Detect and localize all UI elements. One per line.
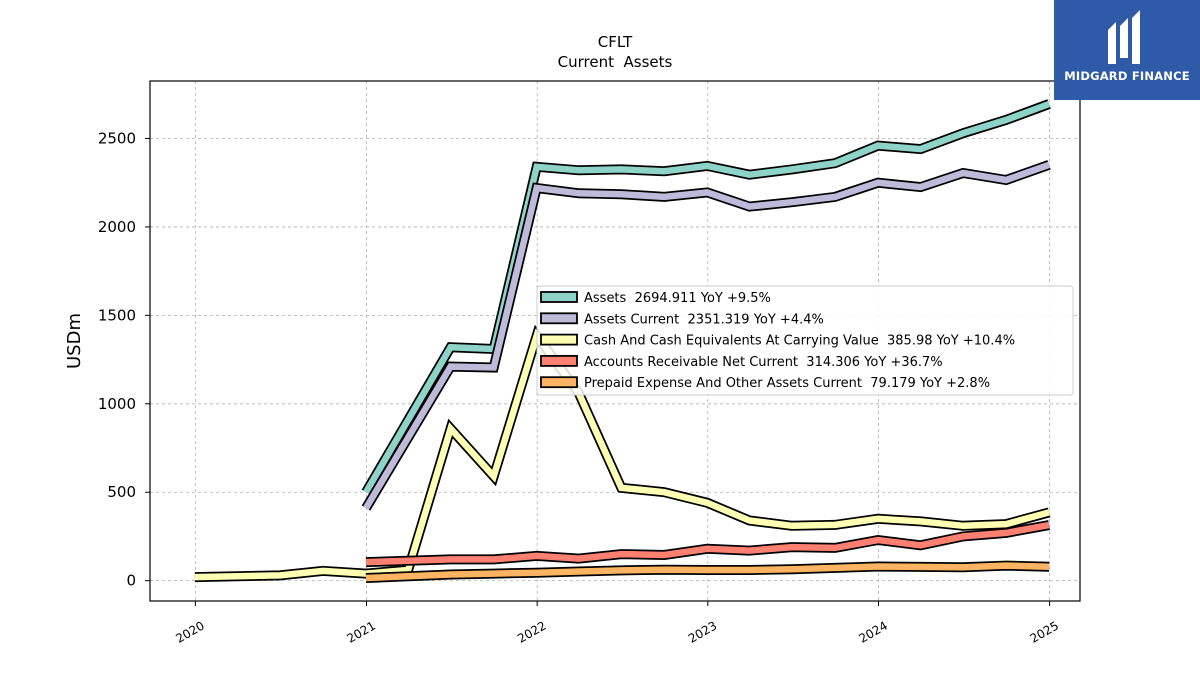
legend-swatch	[540, 333, 578, 346]
series-line	[363, 161, 1051, 510]
legend-swatch	[540, 354, 578, 367]
legend-swatch	[540, 312, 578, 325]
plot-area-frame	[149, 80, 1081, 602]
legend-box	[536, 285, 1074, 396]
legend-swatch	[540, 291, 578, 303]
y-tick-label: 1500	[98, 306, 136, 324]
x-tick-label: 2022	[515, 618, 548, 645]
chart-legend: Assets 2694.911 YoY +9.5% Assets Current …	[536, 285, 1074, 396]
legend-swatch	[540, 376, 578, 389]
legend-label: Prepaid Expense And Other Assets Current…	[584, 376, 990, 391]
y-axis-label: USDm	[64, 313, 85, 369]
brand-name: MIDGARD FINANCE	[1064, 69, 1190, 83]
chart-subtitle: Current Assets	[558, 53, 673, 71]
y-tick-label: 1000	[98, 395, 136, 413]
series-line	[365, 562, 1050, 582]
x-tick-label: 2021	[345, 618, 378, 645]
chart-title: CFLT	[598, 33, 633, 51]
legend-label: Cash And Cash Equivalents At Carrying Va…	[584, 334, 1015, 349]
legend-label: Assets Current 2351.319 YoY +4.4%	[584, 312, 824, 327]
legend-label: Accounts Receivable Net Current 314.306 …	[584, 355, 943, 370]
brand-logo: MIDGARD FINANCE	[1054, 0, 1200, 100]
y-tick-label: 500	[107, 483, 136, 501]
legend-label: Assets 2694.911 YoY +9.5%	[584, 291, 771, 306]
x-tick-label: 2020	[173, 618, 206, 645]
midgard-logo-icon	[1108, 10, 1140, 64]
y-tick-label: 2000	[98, 218, 136, 236]
x-tick-label: 2023	[686, 618, 719, 645]
y-tick-label: 2500	[98, 129, 136, 147]
y-tick-label: 0	[126, 572, 136, 590]
x-tick-label: 2025	[1028, 618, 1061, 645]
series-line	[365, 521, 1050, 566]
x-tick-label: 2024	[857, 618, 890, 645]
